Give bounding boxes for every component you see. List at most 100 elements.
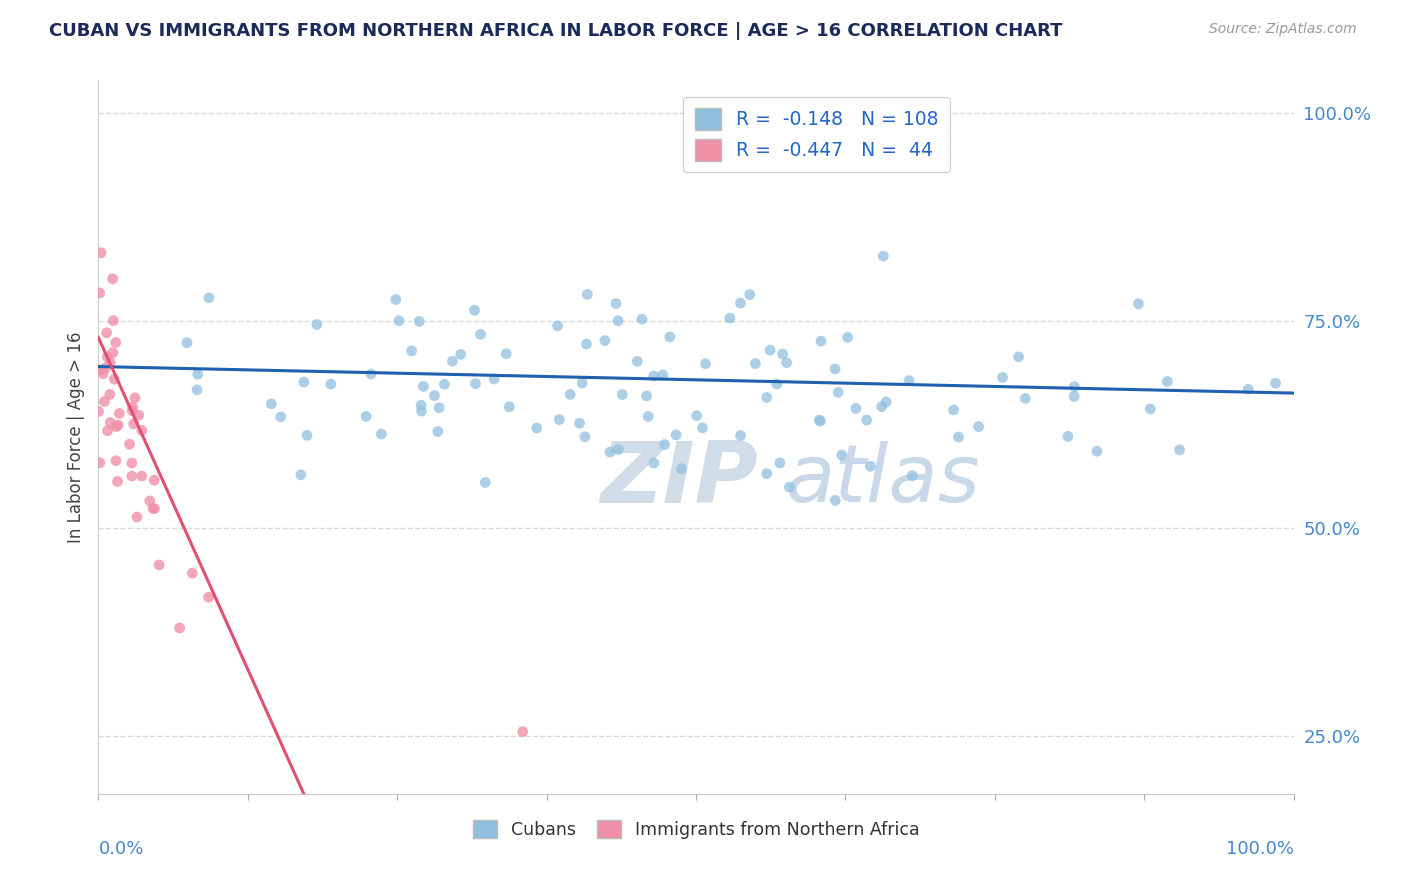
Point (730, 428, 752, 442)
Point (845, 401, 868, 416)
Point (744, 357, 766, 371)
Point (354, 409, 377, 424)
Point (148, 558, 170, 572)
Point (91, 367, 114, 381)
Point (626, 354, 648, 368)
Point (87, 404, 110, 418)
Point (104, 454, 127, 468)
Point (718, 311, 741, 326)
Legend: Cubans, Immigrants from Northern Africa: Cubans, Immigrants from Northern Africa (465, 814, 927, 846)
Point (548, 412, 571, 426)
Point (808, 413, 831, 427)
Point (290, 467, 312, 482)
Point (93, 394, 115, 409)
Point (412, 379, 434, 393)
Point (1063, 380, 1085, 394)
Point (411, 404, 433, 418)
Point (319, 377, 342, 392)
Point (574, 430, 596, 444)
Point (612, 387, 634, 401)
Text: 0.0%: 0.0% (98, 840, 143, 858)
Point (651, 368, 673, 382)
Point (495, 347, 517, 361)
Point (607, 314, 630, 328)
Point (605, 296, 627, 310)
Point (1128, 297, 1150, 311)
Point (108, 406, 131, 420)
Text: atlas: atlas (786, 441, 980, 519)
Point (142, 501, 165, 516)
Point (568, 416, 591, 430)
Point (738, 287, 761, 301)
Point (121, 403, 143, 417)
Point (450, 347, 472, 361)
Point (1014, 392, 1036, 406)
Text: 100.0%: 100.0% (1226, 840, 1294, 858)
Point (855, 413, 877, 427)
Point (636, 389, 658, 403)
Point (96, 326, 118, 340)
Point (360, 367, 382, 381)
Point (105, 419, 128, 434)
Point (837, 330, 859, 344)
Point (125, 510, 148, 524)
Point (98, 355, 121, 369)
Point (98, 387, 121, 401)
Point (558, 387, 581, 401)
Point (187, 368, 209, 382)
Point (128, 408, 150, 422)
Point (1139, 401, 1161, 416)
Point (176, 335, 198, 350)
Point (107, 475, 129, 489)
Point (759, 343, 782, 358)
Point (824, 362, 846, 376)
Point (1156, 375, 1178, 389)
Point (665, 428, 688, 442)
Point (198, 291, 221, 305)
Y-axis label: In Labor Force | Age > 16: In Labor Force | Age > 16 (66, 331, 84, 543)
Point (89, 285, 111, 300)
Point (571, 376, 593, 390)
Point (101, 272, 124, 286)
Point (671, 462, 693, 476)
Point (512, 724, 534, 739)
Point (991, 370, 1014, 384)
Point (131, 424, 153, 438)
Point (423, 388, 446, 402)
Point (808, 414, 831, 428)
Point (121, 469, 143, 483)
Point (810, 334, 832, 348)
Point (427, 401, 450, 415)
Point (305, 318, 328, 332)
Point (607, 442, 630, 457)
Point (1264, 376, 1286, 391)
Text: CUBAN VS IMMIGRANTS FROM NORTHERN AFRICA IN LABOR FORCE | AGE > 16 CORRELATION C: CUBAN VS IMMIGRANTS FROM NORTHERN AFRICA… (49, 22, 1063, 40)
Point (631, 312, 654, 326)
Point (408, 314, 430, 328)
Point (692, 421, 714, 435)
Point (143, 501, 166, 516)
Point (942, 403, 965, 417)
Point (685, 409, 707, 423)
Point (772, 347, 794, 361)
Point (409, 398, 432, 412)
Point (131, 469, 153, 483)
Point (470, 327, 492, 342)
Point (401, 343, 423, 358)
Point (169, 621, 191, 635)
Point (482, 372, 505, 386)
Point (98, 416, 121, 430)
Point (260, 397, 283, 411)
Point (124, 391, 146, 405)
Point (1063, 389, 1085, 403)
Point (426, 425, 449, 439)
Point (107, 417, 129, 432)
Point (441, 354, 464, 368)
Point (96, 424, 118, 438)
Point (1007, 350, 1029, 364)
Point (90, 245, 112, 260)
Point (1057, 429, 1080, 443)
Point (96, 350, 118, 364)
Point (474, 475, 496, 490)
Point (575, 337, 598, 351)
